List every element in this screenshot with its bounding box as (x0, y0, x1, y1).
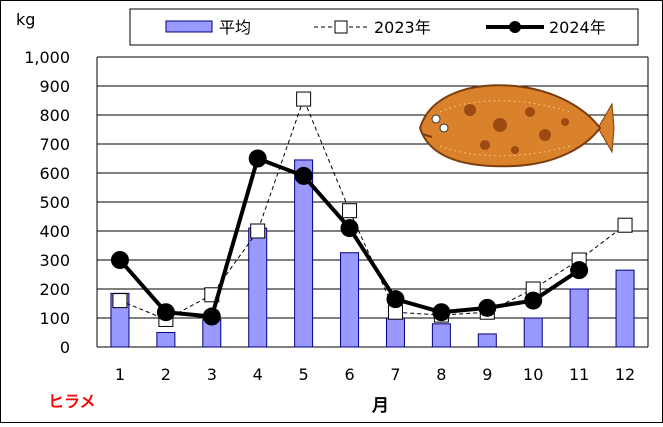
point-marker (112, 293, 128, 309)
y-tick-label: 100 (39, 309, 70, 328)
x-tick-label: 12 (615, 365, 635, 384)
point-marker (524, 291, 543, 310)
x-axis-title: 月 (371, 396, 389, 416)
point-marker (617, 217, 633, 233)
x-tick-label: 3 (207, 365, 217, 384)
fish-tail (597, 102, 615, 154)
fish-spot (464, 104, 476, 116)
bar (340, 252, 360, 348)
point-marker (570, 261, 589, 280)
species-label: ヒラメ (48, 392, 96, 411)
series-line (119, 97, 626, 321)
y-axis-unit: kg (16, 10, 35, 29)
y-tick-label: 400 (39, 222, 70, 241)
x-tick-label: 7 (390, 365, 400, 384)
bar (523, 317, 543, 348)
point-marker (202, 307, 221, 326)
y-tick-label: 1,000 (24, 48, 70, 67)
y-tick-label: 900 (39, 77, 70, 96)
y-tick-label: 500 (39, 193, 70, 212)
point-marker (342, 203, 358, 219)
legend: 平均 2023年 2024年 (129, 8, 639, 46)
y-tick-label: 0 (60, 338, 70, 357)
y-axis-ticks: 0 100 200 300 400 500 600 700 800 900 1,000 (24, 48, 70, 357)
legend-swatch-average (165, 20, 213, 33)
y-tick-label: 300 (39, 251, 70, 270)
y-tick-label: 800 (39, 106, 70, 125)
legend-label-2024: 2024年 (549, 18, 606, 37)
x-tick-label: 4 (253, 365, 263, 384)
legend-box (129, 8, 639, 46)
bar (477, 333, 497, 348)
fish-spot (525, 107, 535, 117)
y-tick-label: 200 (39, 280, 70, 299)
point-marker (294, 166, 313, 185)
bar (156, 332, 176, 348)
point-marker (250, 223, 266, 239)
bar (431, 323, 451, 348)
bar (385, 317, 405, 348)
gridlines (96, 56, 649, 348)
bar (615, 269, 635, 348)
x-tick-label: 8 (436, 365, 446, 384)
flounder-illustration (418, 84, 615, 168)
legend-label-average: 平均 (219, 18, 251, 37)
point-marker (296, 91, 312, 107)
fish-spot (561, 118, 569, 126)
line-series-2024 (110, 149, 589, 326)
legend-marker-2023 (334, 20, 348, 34)
fish-fin-bottom (439, 145, 571, 157)
fish-eye (439, 123, 449, 133)
fish-mouth (421, 133, 433, 138)
point-marker (478, 298, 497, 317)
x-axis-ticks: 1 2 3 4 5 6 7 8 9 10 11 12 (115, 365, 635, 384)
fish-fin-top (439, 100, 571, 113)
legend-label-2023: 2023年 (374, 18, 431, 37)
bar (569, 288, 589, 348)
fish-spot (480, 140, 490, 150)
point-marker (386, 290, 405, 309)
x-tick-label: 2 (161, 365, 171, 384)
x-tick-label: 5 (299, 365, 309, 384)
x-tick-label: 9 (482, 365, 492, 384)
x-tick-label: 1 (115, 365, 125, 384)
fish-spot (511, 146, 519, 154)
x-tick-label: 11 (569, 365, 589, 384)
y-tick-label: 700 (39, 135, 70, 154)
fish-spot (539, 129, 551, 141)
fish-eye (431, 114, 441, 124)
x-tick-label: 10 (523, 365, 543, 384)
point-marker (340, 219, 359, 238)
y-tick-label: 600 (39, 164, 70, 183)
bar (248, 227, 268, 348)
x-tick-label: 6 (344, 365, 354, 384)
point-marker (248, 149, 267, 168)
point-marker (110, 251, 129, 269)
fish-body (418, 84, 602, 168)
fish-spot (493, 118, 507, 132)
point-marker (432, 303, 451, 322)
legend-marker-2024 (509, 21, 521, 33)
point-marker (156, 303, 175, 322)
bar (294, 159, 314, 348)
